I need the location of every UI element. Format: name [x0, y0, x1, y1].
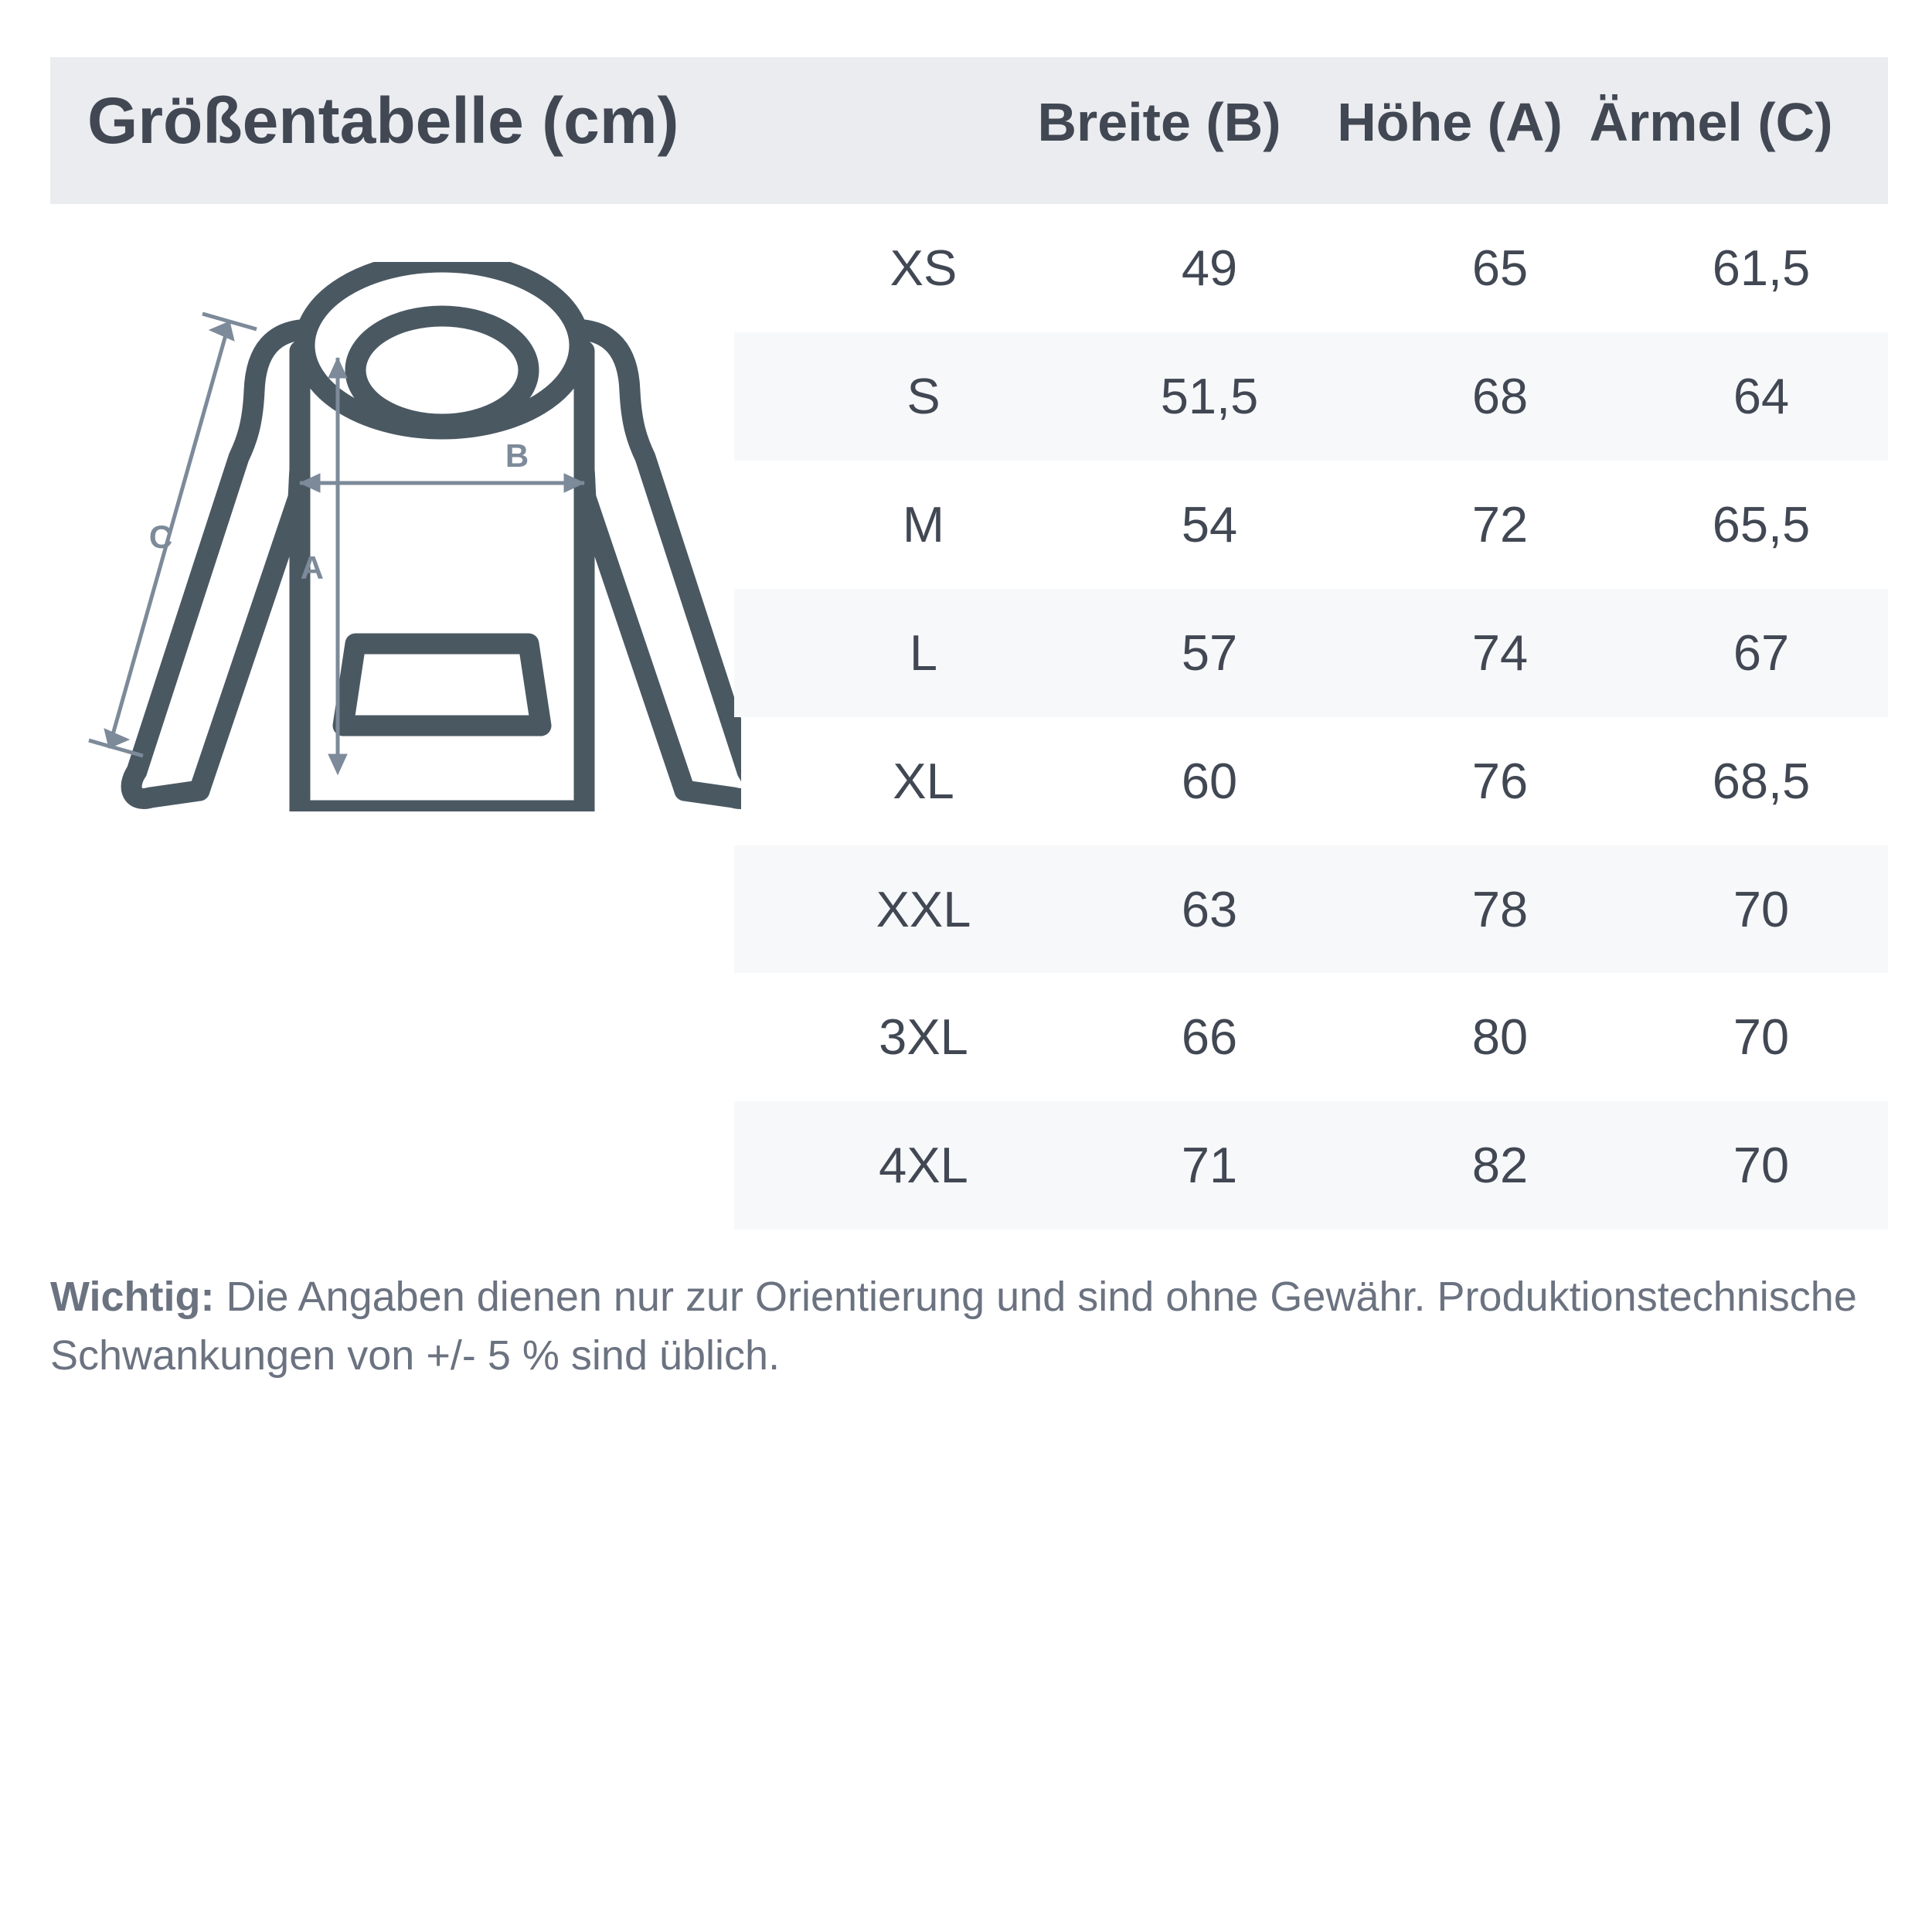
svg-text:A: A: [301, 549, 324, 586]
svg-text:B: B: [505, 437, 529, 474]
svg-text:C: C: [149, 519, 172, 555]
